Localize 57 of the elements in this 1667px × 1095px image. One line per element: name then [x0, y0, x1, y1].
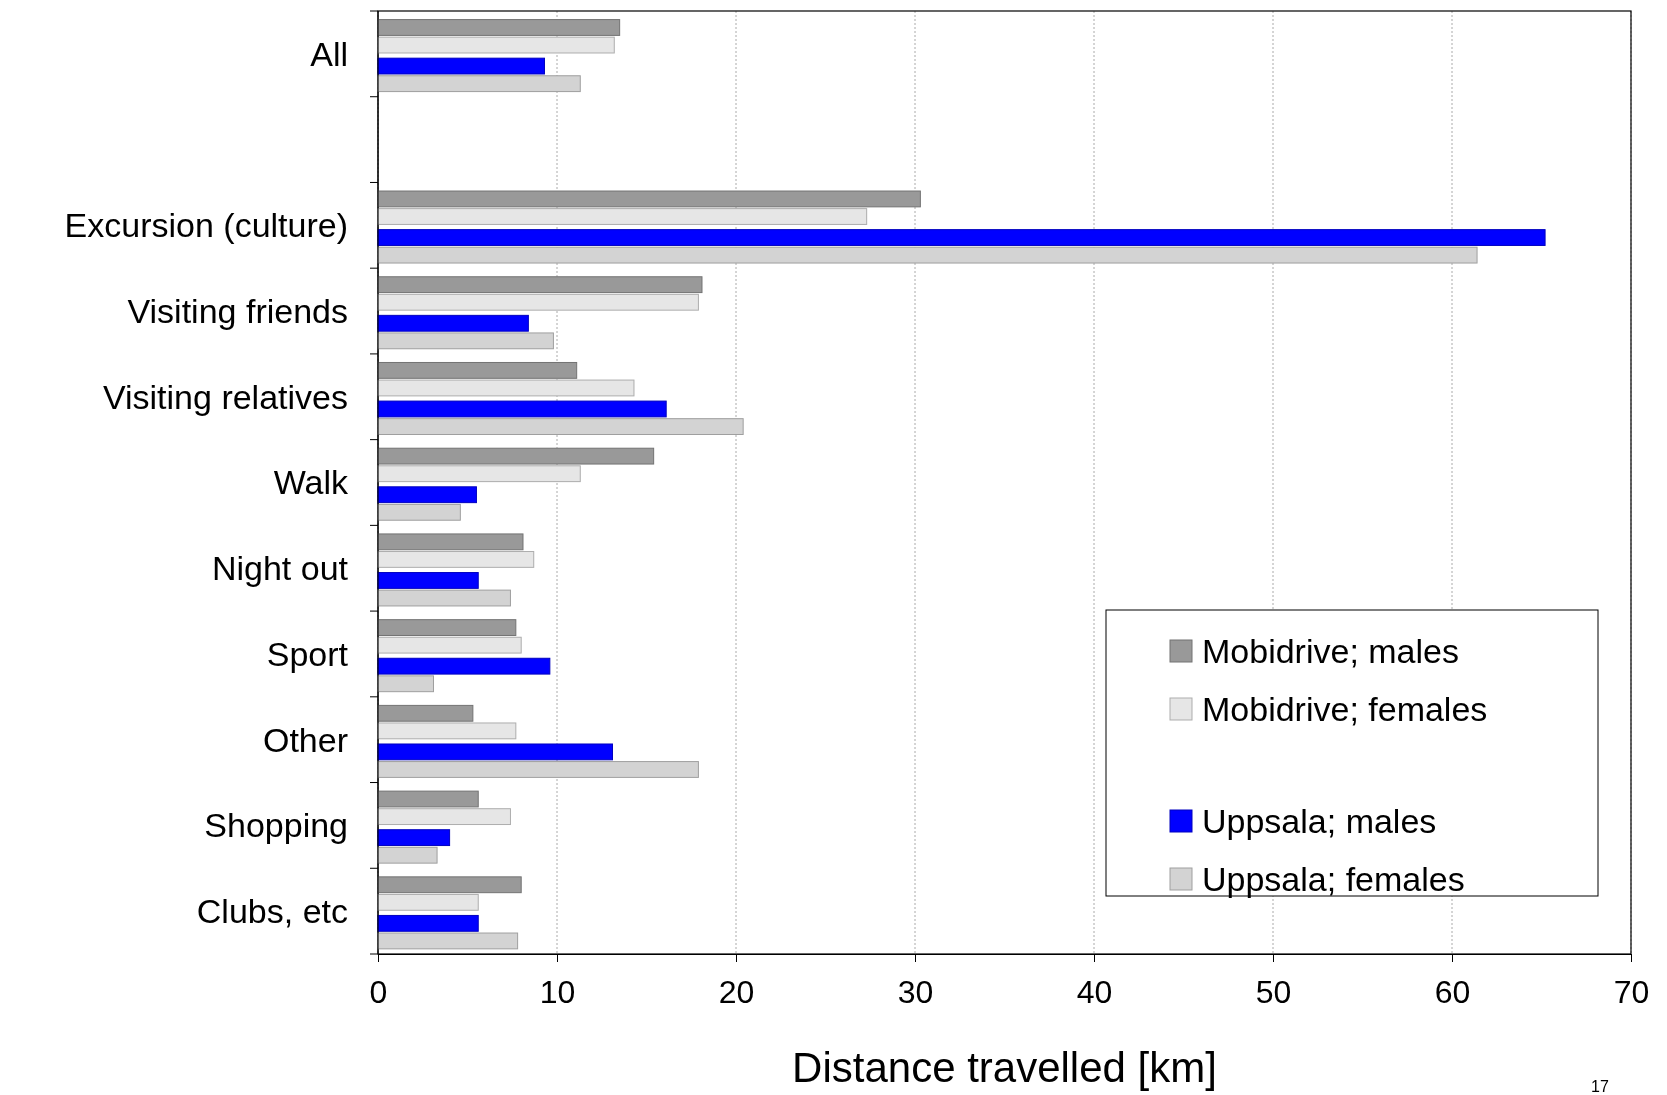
bar: [377, 829, 451, 847]
bar: [377, 790, 479, 808]
y-tick-label: Clubs, etc: [196, 892, 348, 931]
y-tick-label: Visiting friends: [127, 291, 348, 330]
bar: [377, 743, 613, 761]
bar: [377, 808, 511, 826]
bar: [377, 551, 535, 568]
y-tick-label: Excursion (culture): [64, 206, 348, 245]
x-tick-label: 50: [1255, 973, 1292, 1010]
x-axis-title: Distance travelled [km]: [792, 1044, 1217, 1091]
bar: [377, 893, 479, 911]
bar: [377, 636, 522, 654]
x-tick-label: 10: [539, 973, 576, 1010]
bar: [377, 400, 667, 418]
bar: [377, 379, 635, 397]
x-tick-label: 30: [897, 973, 934, 1010]
y-tick-label: Sport: [266, 634, 349, 673]
legend-label: Mobidrive; females: [1202, 689, 1488, 728]
y-tick-label: Walk: [273, 463, 349, 502]
bar: [377, 846, 438, 864]
bar: [377, 332, 554, 350]
bar: [377, 657, 551, 675]
text: 17: [1591, 1078, 1609, 1095]
bar: [377, 619, 517, 636]
y-tick-label: Visiting relatives: [102, 377, 348, 416]
x-tick-label: 20: [718, 973, 755, 1010]
y-tick-label: All: [310, 34, 348, 73]
bar: [377, 208, 868, 225]
legend-label: Uppsala; females: [1202, 859, 1465, 898]
y-tick-label: Other: [262, 720, 348, 759]
y-tick-label: Night out: [211, 549, 349, 588]
bar: [377, 533, 524, 551]
bar: [377, 914, 479, 932]
bar: [377, 314, 529, 332]
x-tick-label: 0: [369, 973, 388, 1010]
bar: [377, 876, 522, 894]
bar: [377, 486, 477, 504]
bar: [377, 361, 578, 379]
x-tick-label: 70: [1613, 973, 1650, 1010]
bar: [377, 57, 545, 75]
bar: [377, 722, 517, 740]
x-tick-label: 40: [1076, 973, 1113, 1010]
bar: [377, 675, 434, 693]
bar: [377, 447, 655, 465]
legend-label: Uppsala; males: [1202, 801, 1437, 840]
bar: [377, 190, 921, 208]
y-tick-label: Shopping: [204, 806, 348, 845]
bar: [377, 19, 621, 36]
bar: [377, 276, 703, 294]
bar: [377, 503, 461, 521]
bar: [377, 704, 474, 722]
bar: [377, 229, 1546, 246]
bar: [377, 572, 479, 589]
bar: [377, 932, 519, 950]
x-tick-label: 60: [1434, 973, 1471, 1010]
legend-label: Mobidrive; males: [1202, 631, 1459, 670]
bar: [377, 589, 511, 607]
